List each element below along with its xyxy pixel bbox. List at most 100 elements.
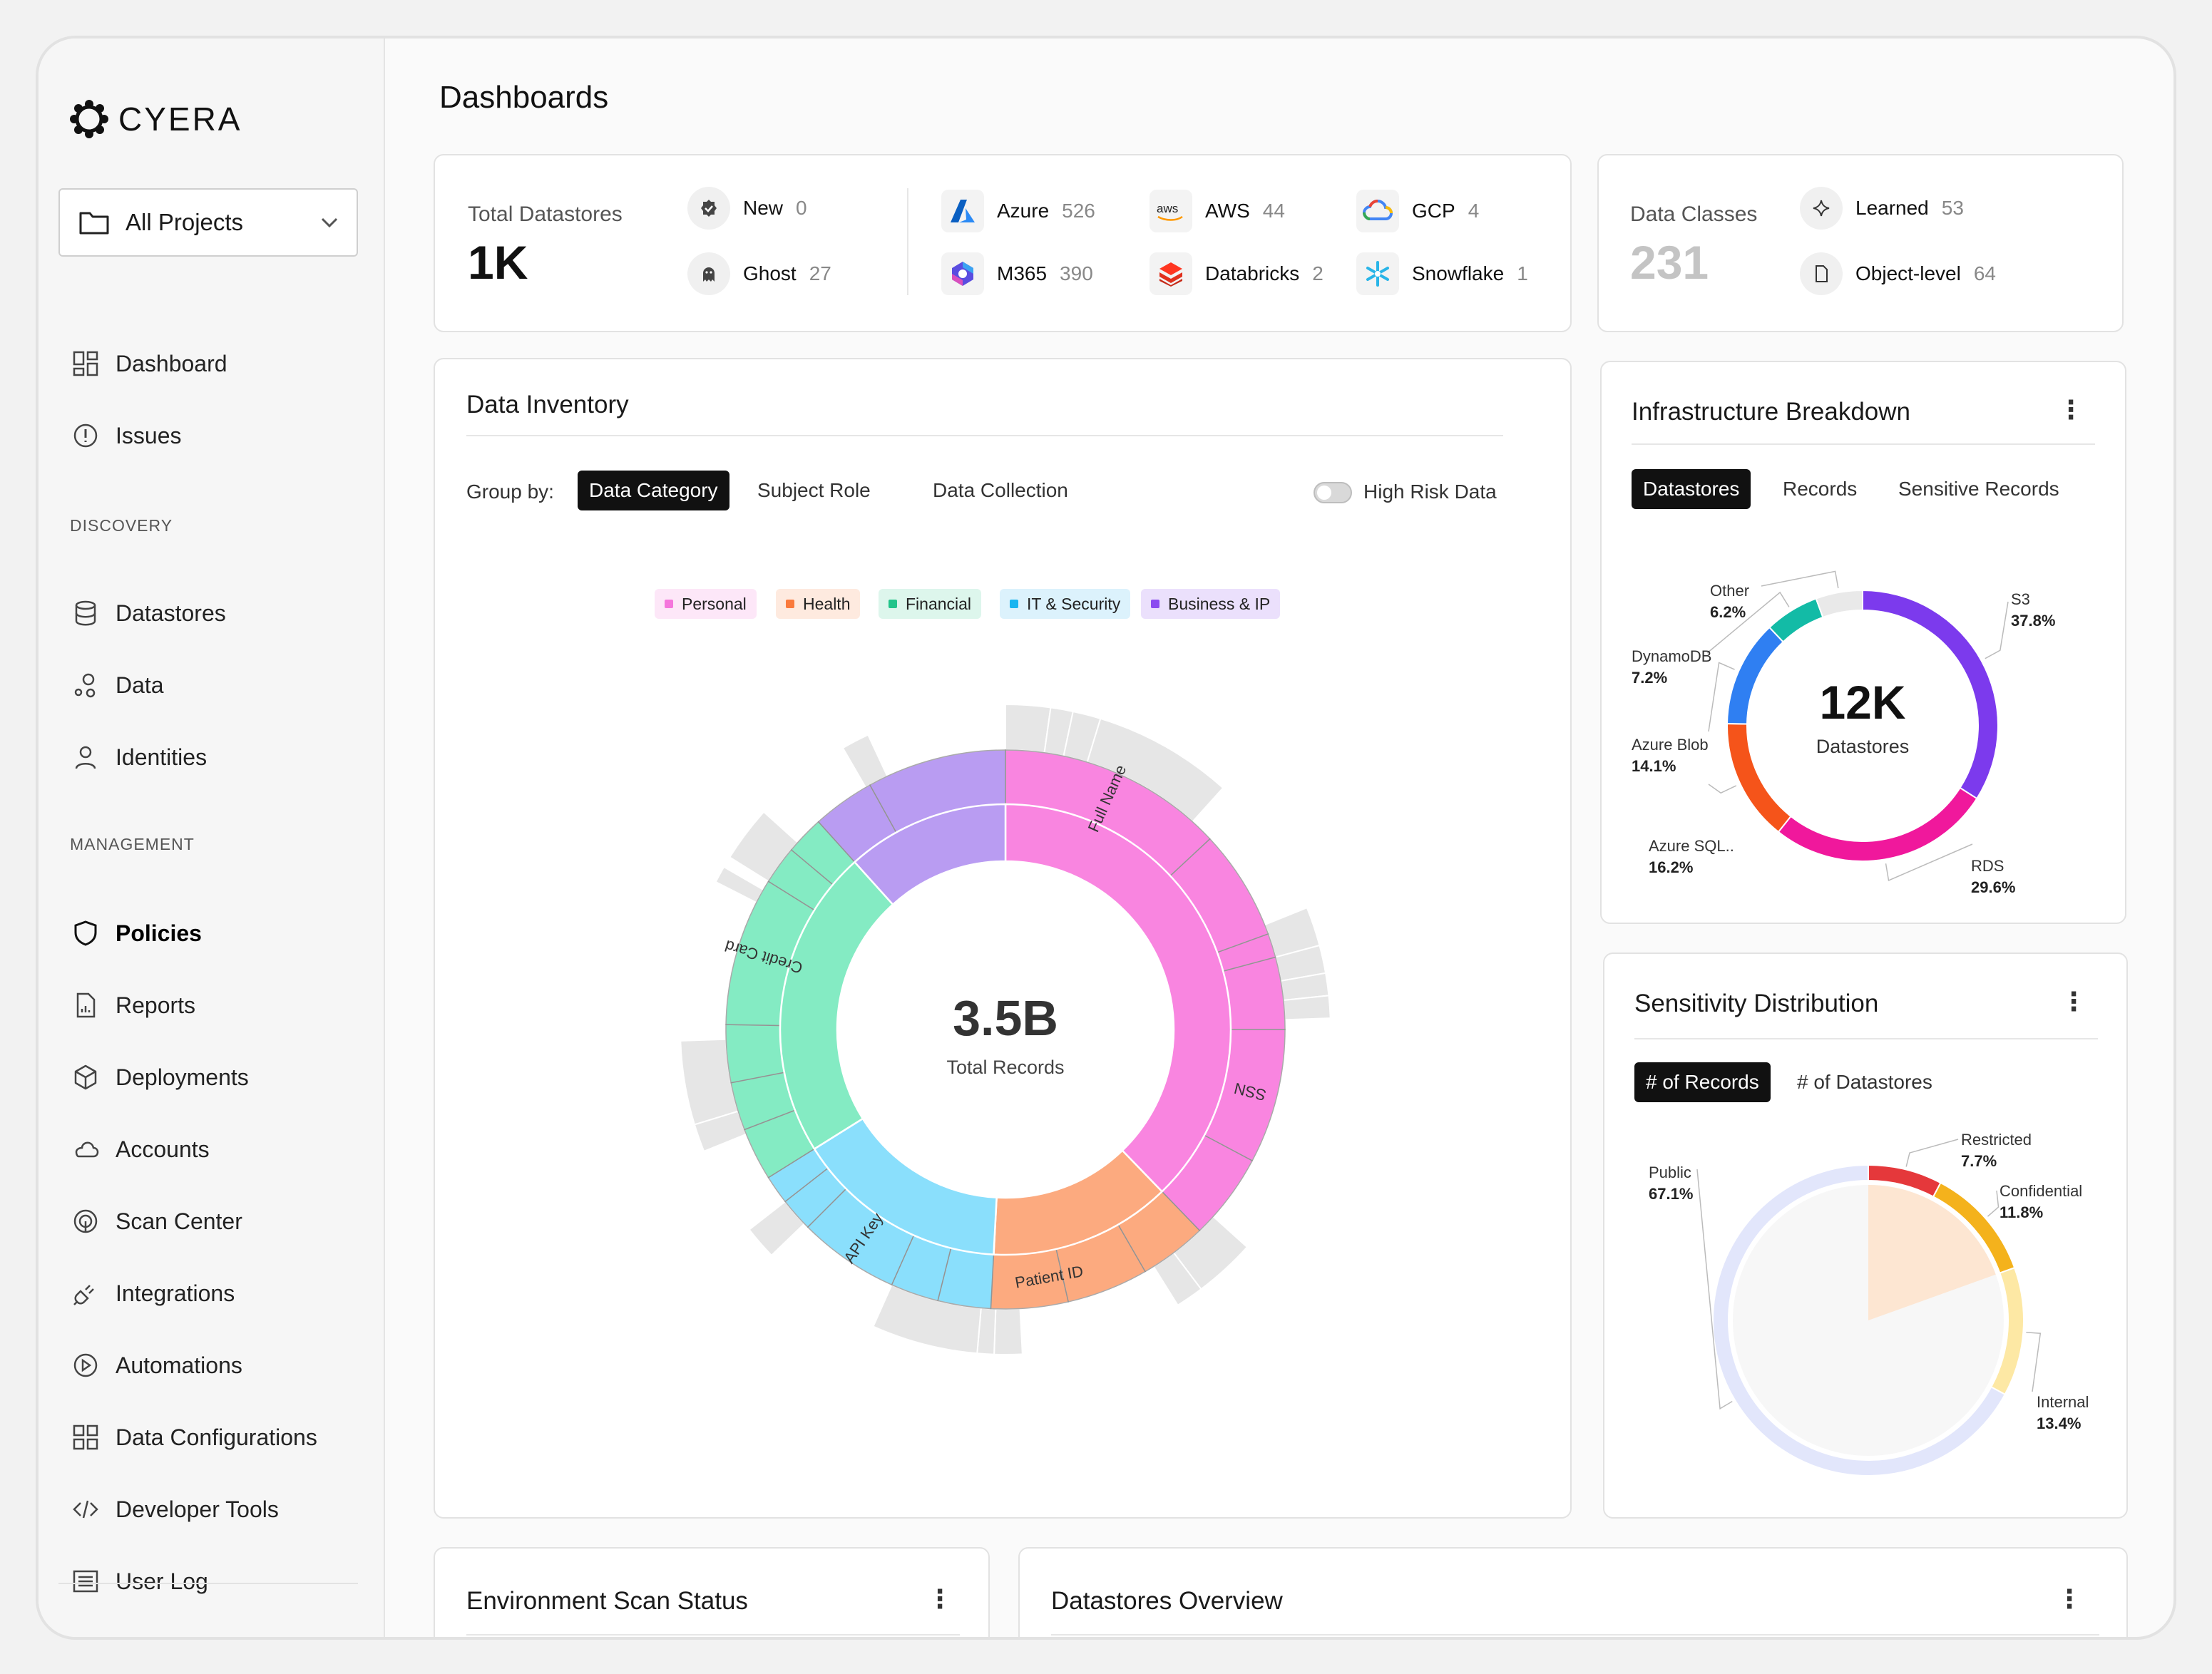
status-ghost[interactable]: Ghost 27 [687,252,831,295]
infra-slice[interactable] [1726,723,1792,833]
provider-gcp-count: 4 [1468,200,1480,222]
snowflake-icon [1356,252,1399,295]
sensitivity-chart[interactable] [1604,1118,2129,1520]
nav-automations-label: Automations [116,1352,242,1378]
tab-subject-role[interactable]: Subject Role [757,479,871,501]
provider-m365-count: 390 [1060,262,1093,284]
sunburst-outer-segment[interactable] [1005,703,1052,754]
infrastructure-donut-chart[interactable]: 12K Datastores [1602,533,2128,925]
provider-snowflake-count: 1 [1517,262,1528,284]
nav-user-log[interactable]: User Log [71,1563,208,1599]
nav-policies[interactable]: Policies [71,915,202,951]
sensitivity-card: Sensitivity Distribution ⋮ # of Records … [1603,952,2128,1519]
provider-m365-label: M365 [997,262,1048,284]
main-content: Dashboards Total Datastores 1K New 0 Ghos… [385,38,2173,1637]
tab-datastores-count[interactable]: # of Datastores [1797,1071,1932,1093]
tab-infra-datastores[interactable]: Datastores [1632,469,1751,509]
nav-scan-center[interactable]: Scan Center [71,1203,242,1239]
learned-classes[interactable]: Learned 53 [1800,187,1964,230]
legend-financial[interactable]: Financial [879,589,982,619]
sens-label-internal: Internal 13.4% [2037,1392,2089,1434]
provider-databricks-label: Databricks [1205,262,1300,284]
provider-databricks[interactable]: Databricks 2 [1149,252,1323,295]
more-options-icon[interactable]: ⋮ [2057,1584,2082,1613]
nav-reports[interactable]: Reports [71,987,195,1023]
more-options-icon[interactable]: ⋮ [2058,395,2084,424]
nav-identities[interactable]: Identities [71,739,207,775]
infra-slice[interactable] [1777,786,1978,862]
legend-health[interactable]: Health [776,589,861,619]
status-ghost-count: 27 [809,262,831,284]
legend-swatch [1010,600,1018,608]
data-inventory-card: Data Inventory Group by: Data Category S… [434,358,1572,1519]
legend-personal[interactable]: Personal [655,589,757,619]
nav-developer-tools[interactable]: Developer Tools [71,1491,279,1527]
sens-label-confidential: Confidential 11.8% [1999,1181,2082,1223]
management-heading: MANAGEMENT [70,835,195,853]
tab-records-count[interactable]: # of Records [1634,1062,1771,1102]
high-risk-toggle[interactable] [1314,482,1352,503]
slice-pct: 6.2% [1710,603,1746,621]
config-grid-icon [73,1424,98,1450]
slice-pct: 67.1% [1649,1185,1694,1203]
logo[interactable]: CYERA [70,100,242,138]
tab-infra-records[interactable]: Records [1783,478,1858,500]
nav-automations[interactable]: Automations [71,1347,242,1383]
infra-slice[interactable] [1726,626,1785,725]
tab-infra-sensitive-records[interactable]: Sensitive Records [1898,478,2059,500]
slice-name: Other [1710,582,1750,600]
nav-accounts-label: Accounts [116,1136,210,1162]
nav-data-configurations[interactable]: Data Configurations [71,1419,317,1455]
slice-pct: 7.2% [1632,669,1668,687]
infra-total-value: 12K [1819,676,1905,729]
nav-data[interactable]: Data [71,667,164,703]
legend-it-security[interactable]: IT & Security [1000,589,1131,619]
provider-snowflake[interactable]: Snowflake 1 [1356,252,1528,295]
slice-name: Azure Blob [1632,736,1709,754]
object-level-classes[interactable]: Object-level 64 [1800,252,1996,295]
provider-aws[interactable]: aws AWS 44 [1149,190,1285,232]
divider [1632,443,2095,445]
project-selector[interactable]: All Projects [58,188,358,257]
tab-data-collection[interactable]: Data Collection [933,479,1068,501]
nav-datastores[interactable]: Datastores [71,595,226,631]
leader-line [1696,1169,1733,1410]
infra-slice[interactable] [1815,589,1863,619]
legend-label: Business & IP [1168,594,1271,613]
nav-issues[interactable]: Issues [71,418,181,453]
provider-databricks-count: 2 [1312,262,1323,284]
provider-aws-label: AWS [1205,200,1250,222]
nav-dashboard[interactable]: Dashboard [71,346,227,381]
report-icon [76,992,96,1018]
sunburst-inner-segment[interactable] [853,803,1007,906]
legend-label: Personal [682,594,747,613]
provider-m365[interactable]: M365 390 [941,252,1093,295]
sens-slice[interactable] [1712,1164,2007,1477]
sidebar: CYERA All Projects Dashboard Issues DISC… [39,38,385,1637]
leader-line [1905,1139,1959,1167]
sunburst-outer-segment[interactable] [1282,995,1331,1021]
play-circle-icon [73,1353,98,1377]
nav-integrations[interactable]: Integrations [71,1275,235,1311]
slice-name: Internal [2037,1393,2089,1411]
more-options-icon[interactable]: ⋮ [2061,987,2086,1016]
slice-name: S3 [2011,590,2030,608]
sunburst-inner-segment[interactable] [1004,803,1232,1193]
aws-icon: aws [1149,190,1192,232]
slice-pct: 11.8% [1999,1203,2044,1221]
provider-gcp[interactable]: GCP 4 [1356,190,1479,232]
inventory-legend: Personal Health Financial IT & Security … [435,589,1573,620]
infra-slice[interactable] [1768,597,1824,643]
provider-azure[interactable]: Azure 526 [941,190,1095,232]
nav-accounts[interactable]: Accounts [71,1131,210,1167]
more-options-icon[interactable]: ⋮ [927,1584,953,1613]
tab-data-category[interactable]: Data Category [578,471,729,510]
legend-business-ip[interactable]: Business & IP [1141,589,1281,619]
nav-deployments[interactable]: Deployments [71,1059,249,1095]
sunburst-outer-segment[interactable] [993,1308,1023,1355]
alert-circle-icon [73,423,98,448]
svg-text:aws: aws [1157,202,1178,215]
status-new[interactable]: New 0 [687,187,807,230]
cube-icon [74,1064,97,1090]
